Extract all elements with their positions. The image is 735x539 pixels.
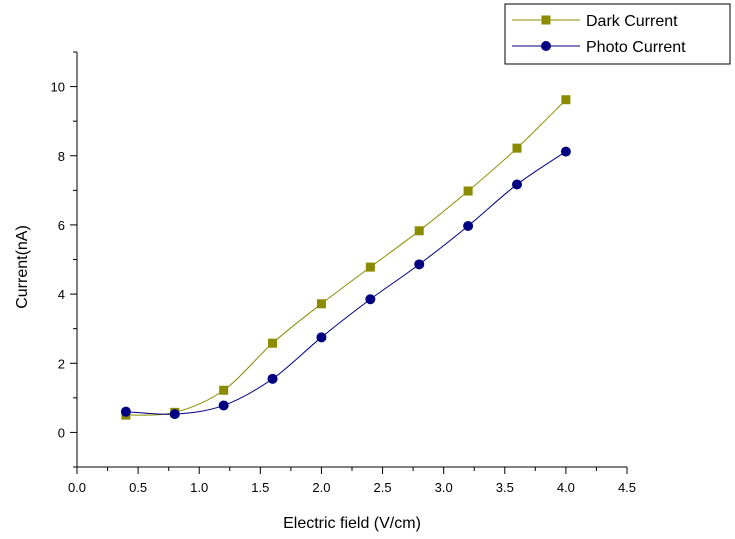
data-point	[365, 294, 376, 305]
data-point	[219, 385, 229, 395]
data-point	[463, 186, 473, 196]
legend-box	[504, 3, 731, 65]
legend: Dark Current Photo Current	[504, 3, 731, 65]
x-tick-label: 4.0	[557, 480, 575, 495]
y-ticks: 0 2 4 6 8 10	[51, 51, 77, 468]
y-tick-label: 0	[58, 425, 65, 440]
data-point	[267, 373, 278, 384]
legend-label: Dark Current	[586, 13, 678, 30]
y-tick-label: 2	[58, 356, 65, 371]
data-point	[218, 400, 229, 411]
legend-marker	[541, 15, 551, 25]
data-point	[316, 299, 326, 309]
data-point	[365, 262, 375, 272]
data-point	[414, 259, 425, 270]
y-axis-title: Current(nA)	[14, 225, 31, 309]
x-tick-label: 3.5	[496, 480, 514, 495]
x-tick-label: 4.5	[618, 480, 636, 495]
legend-item: Dark Current	[512, 13, 678, 30]
series-photo-current	[120, 146, 571, 420]
series-line	[125, 151, 567, 415]
axes	[76, 52, 627, 468]
y-tick-label: 10	[51, 80, 65, 95]
y-tick-label: 4	[58, 287, 65, 302]
data-point	[561, 95, 571, 105]
x-tick-label: 3.0	[435, 480, 453, 495]
data-point	[512, 143, 522, 153]
legend-marker	[541, 41, 551, 51]
x-axis-title: Electric field (V/cm)	[283, 515, 421, 532]
y-tick-label: 8	[58, 149, 65, 164]
data-point	[169, 409, 180, 420]
data-point	[414, 226, 424, 236]
x-tick-label: 1.5	[251, 480, 269, 495]
x-ticks: 0.0 0.5 1.0 1.5 2.0 2.5 3.0 3.5 4.0 4.5	[68, 467, 636, 495]
data-point	[268, 338, 278, 348]
data-point	[560, 146, 571, 157]
data-point	[512, 179, 522, 190]
data-point	[120, 406, 131, 417]
y-tick-label: 6	[58, 218, 65, 233]
legend-label: Photo Current	[586, 39, 686, 56]
legend-item: Photo Current	[512, 39, 686, 56]
data-point	[463, 220, 474, 231]
x-tick-label: 1.0	[190, 480, 208, 495]
x-tick-label: 0.0	[68, 480, 86, 495]
x-tick-label: 2.5	[374, 480, 392, 495]
x-tick-label: 2.0	[312, 480, 330, 495]
series-line	[125, 99, 567, 416]
series-dark-current	[121, 95, 571, 420]
data-point	[316, 332, 327, 343]
series-layer	[120, 95, 571, 420]
x-tick-label: 0.5	[129, 480, 147, 495]
